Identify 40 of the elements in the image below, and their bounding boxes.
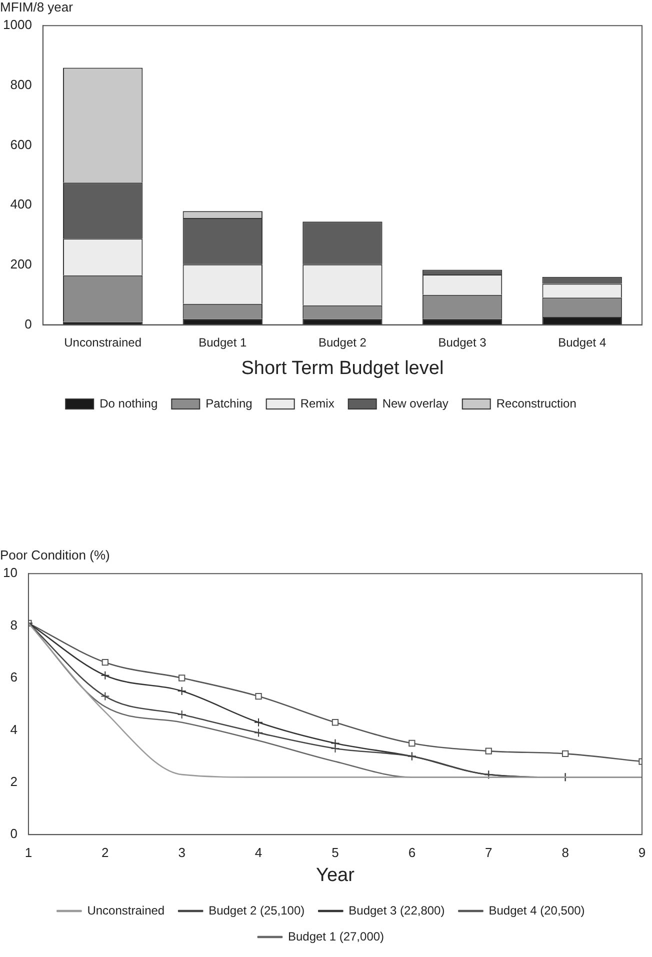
legend-label: Do nothing bbox=[100, 396, 158, 410]
y-tick-label: 600 bbox=[10, 136, 32, 152]
legend-label: Remix bbox=[300, 396, 334, 410]
x-tick-label: Budget 1 bbox=[198, 335, 247, 350]
x-tick-label: 8 bbox=[562, 844, 569, 860]
y-tick-label: 0 bbox=[10, 826, 18, 842]
x-axis-title: Year bbox=[316, 864, 356, 886]
y-tick-label: 0 bbox=[24, 316, 32, 332]
x-tick-label: 1 bbox=[24, 844, 32, 860]
y-tick-label: 400 bbox=[10, 196, 32, 212]
legend-label: Reconstruction bbox=[496, 396, 576, 410]
legend-label: New overlay bbox=[382, 396, 448, 410]
y-tick-label: 8 bbox=[10, 617, 18, 632]
y-tick-label: 10 bbox=[2, 565, 18, 580]
x-tick-label: 3 bbox=[178, 844, 186, 860]
y-tick-label: 800 bbox=[10, 77, 32, 92]
legend-label: Budget 1 (27,000) bbox=[288, 929, 384, 944]
legend-label: Budget 2 (25,100) bbox=[208, 903, 305, 918]
x-tick-label: 4 bbox=[254, 844, 262, 860]
y-axis-title: Poor Condition (%) bbox=[0, 547, 110, 562]
y-axis-title: MFIM/8 year bbox=[0, 0, 74, 14]
x-tick-label: 5 bbox=[332, 844, 339, 860]
x-tick-label: 6 bbox=[408, 844, 416, 860]
x-tick-label: 9 bbox=[638, 844, 646, 860]
x-axis-title: Short Term Budget level bbox=[241, 358, 444, 379]
y-tick-label: 4 bbox=[10, 722, 18, 737]
x-tick-label: Budget 4 bbox=[558, 335, 606, 350]
y-tick-label: 6 bbox=[10, 670, 18, 685]
y-tick-label: 200 bbox=[10, 256, 32, 272]
x-tick-label: Budget 2 bbox=[318, 335, 367, 350]
y-tick-label: 2 bbox=[10, 774, 18, 789]
legend-label: Unconstrained bbox=[87, 903, 165, 918]
x-tick-label: 7 bbox=[485, 844, 492, 860]
x-tick-label: Unconstrained bbox=[64, 335, 142, 350]
y-tick-label: 1000 bbox=[3, 17, 32, 32]
legend-label: Budget 3 (22,800) bbox=[348, 903, 445, 918]
legend-label: Patching bbox=[206, 396, 252, 410]
x-tick-label: Budget 3 bbox=[438, 335, 487, 350]
x-tick-label: 2 bbox=[102, 844, 109, 860]
legend-label: Budget 4 (20,500) bbox=[488, 903, 585, 918]
